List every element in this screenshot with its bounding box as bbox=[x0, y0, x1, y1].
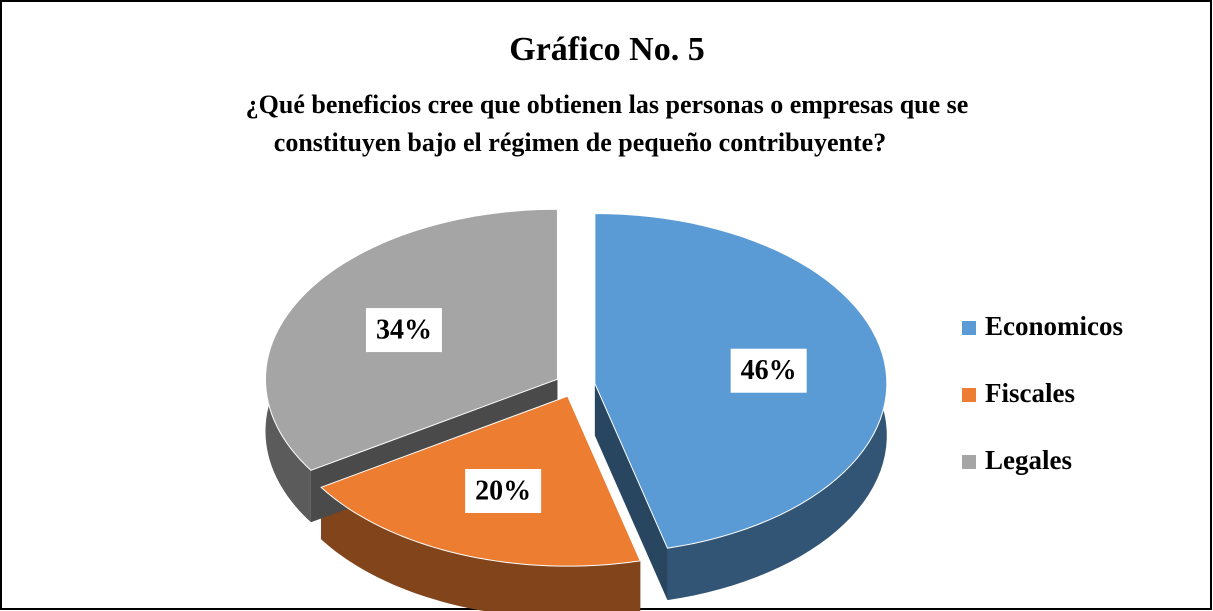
legend-swatch bbox=[962, 388, 976, 402]
legend-label: Fiscales bbox=[985, 378, 1075, 408]
legend-swatch bbox=[962, 321, 976, 335]
data-label-box bbox=[465, 468, 542, 513]
data-label: 20% bbox=[475, 475, 531, 506]
legend-swatch bbox=[962, 455, 976, 469]
data-label: 46% bbox=[741, 355, 797, 386]
slice-side bbox=[321, 487, 641, 611]
chart-subtitle: ¿Qué beneficios cree que obtienen las pe… bbox=[246, 90, 969, 119]
chart-subtitle: constituyen bajo el régimen de pequeño c… bbox=[274, 128, 886, 157]
chart-title: Gráfico No. 5 bbox=[509, 31, 704, 68]
data-label-box bbox=[730, 348, 807, 393]
data-label: 34% bbox=[376, 315, 432, 346]
slice-wall bbox=[594, 383, 668, 601]
legend-label: Economicos bbox=[985, 311, 1123, 341]
data-label-box bbox=[365, 308, 442, 353]
legend-label: Legales bbox=[985, 445, 1072, 475]
